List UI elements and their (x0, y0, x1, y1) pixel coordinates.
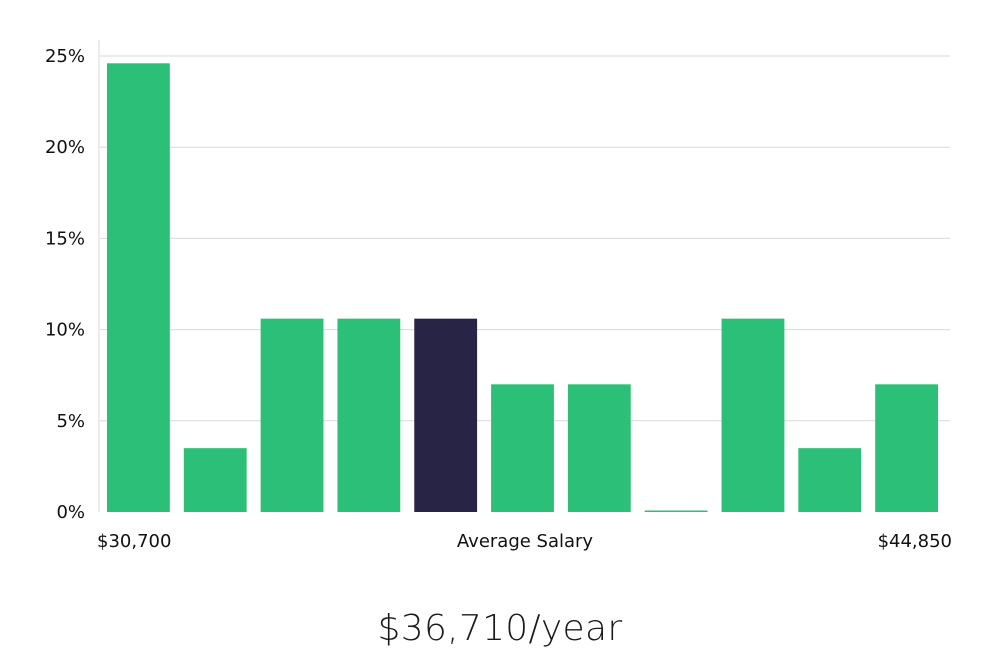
y-tick-label: 25% (45, 46, 85, 67)
x-max-label: $44,850 (878, 531, 952, 552)
bar (875, 384, 938, 512)
bar-highlighted (414, 318, 478, 512)
bars (107, 63, 938, 513)
y-tick-label: 10% (45, 320, 85, 341)
bar (721, 318, 785, 512)
bar (260, 318, 324, 512)
bar (567, 384, 631, 512)
y-tick-label: 15% (45, 228, 85, 249)
bar (107, 63, 170, 513)
bar (798, 448, 862, 512)
y-tick-label: 20% (45, 137, 85, 158)
y-tick-label: 5% (56, 411, 85, 432)
y-tick-label: 0% (56, 502, 85, 523)
y-axis-ticks: 0% 5% 10% 15% 20% 25% (45, 46, 85, 523)
x-mid-label: Average Salary (457, 531, 594, 552)
gridlines (100, 55, 950, 422)
bar (491, 384, 554, 512)
bar (644, 510, 708, 512)
bar (183, 448, 247, 512)
bar (337, 318, 401, 512)
average-salary-headline: $36,710/year (377, 608, 623, 649)
x-min-label: $30,700 (97, 531, 171, 552)
salary-histogram: 0%5%10%15%20%25% $30,700 Average Salary … (45, 40, 952, 552)
